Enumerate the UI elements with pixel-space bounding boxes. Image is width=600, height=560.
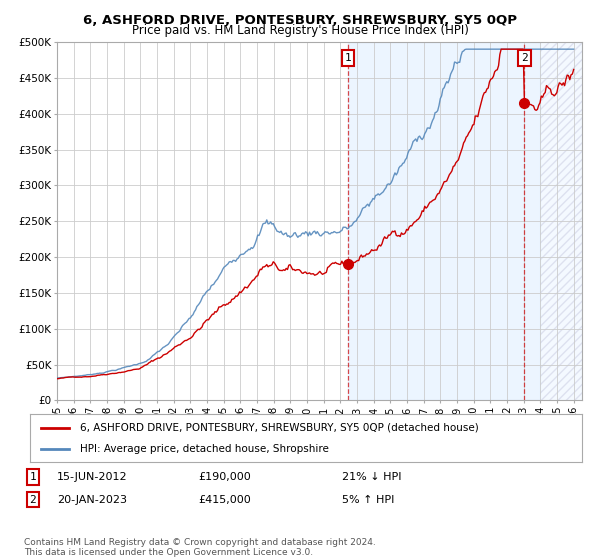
Text: 21% ↓ HPI: 21% ↓ HPI (342, 472, 401, 482)
Bar (348, 42, 541, 400)
Text: 2: 2 (29, 494, 37, 505)
Text: 1: 1 (344, 53, 352, 63)
Text: 15-JUN-2012: 15-JUN-2012 (57, 472, 128, 482)
Bar (541, 42, 582, 400)
Text: HPI: Average price, detached house, Shropshire: HPI: Average price, detached house, Shro… (80, 444, 329, 454)
Text: 6, ASHFORD DRIVE, PONTESBURY, SHREWSBURY, SY5 0QP (detached house): 6, ASHFORD DRIVE, PONTESBURY, SHREWSBURY… (80, 423, 478, 433)
Text: 1: 1 (29, 472, 37, 482)
Text: 6, ASHFORD DRIVE, PONTESBURY, SHREWSBURY, SY5 0QP: 6, ASHFORD DRIVE, PONTESBURY, SHREWSBURY… (83, 14, 517, 27)
Text: £415,000: £415,000 (198, 494, 251, 505)
Text: Price paid vs. HM Land Registry's House Price Index (HPI): Price paid vs. HM Land Registry's House … (131, 24, 469, 37)
Text: 2: 2 (521, 53, 528, 63)
Text: 20-JAN-2023: 20-JAN-2023 (57, 494, 127, 505)
Text: £190,000: £190,000 (198, 472, 251, 482)
Text: Contains HM Land Registry data © Crown copyright and database right 2024.
This d: Contains HM Land Registry data © Crown c… (24, 538, 376, 557)
Text: 5% ↑ HPI: 5% ↑ HPI (342, 494, 394, 505)
